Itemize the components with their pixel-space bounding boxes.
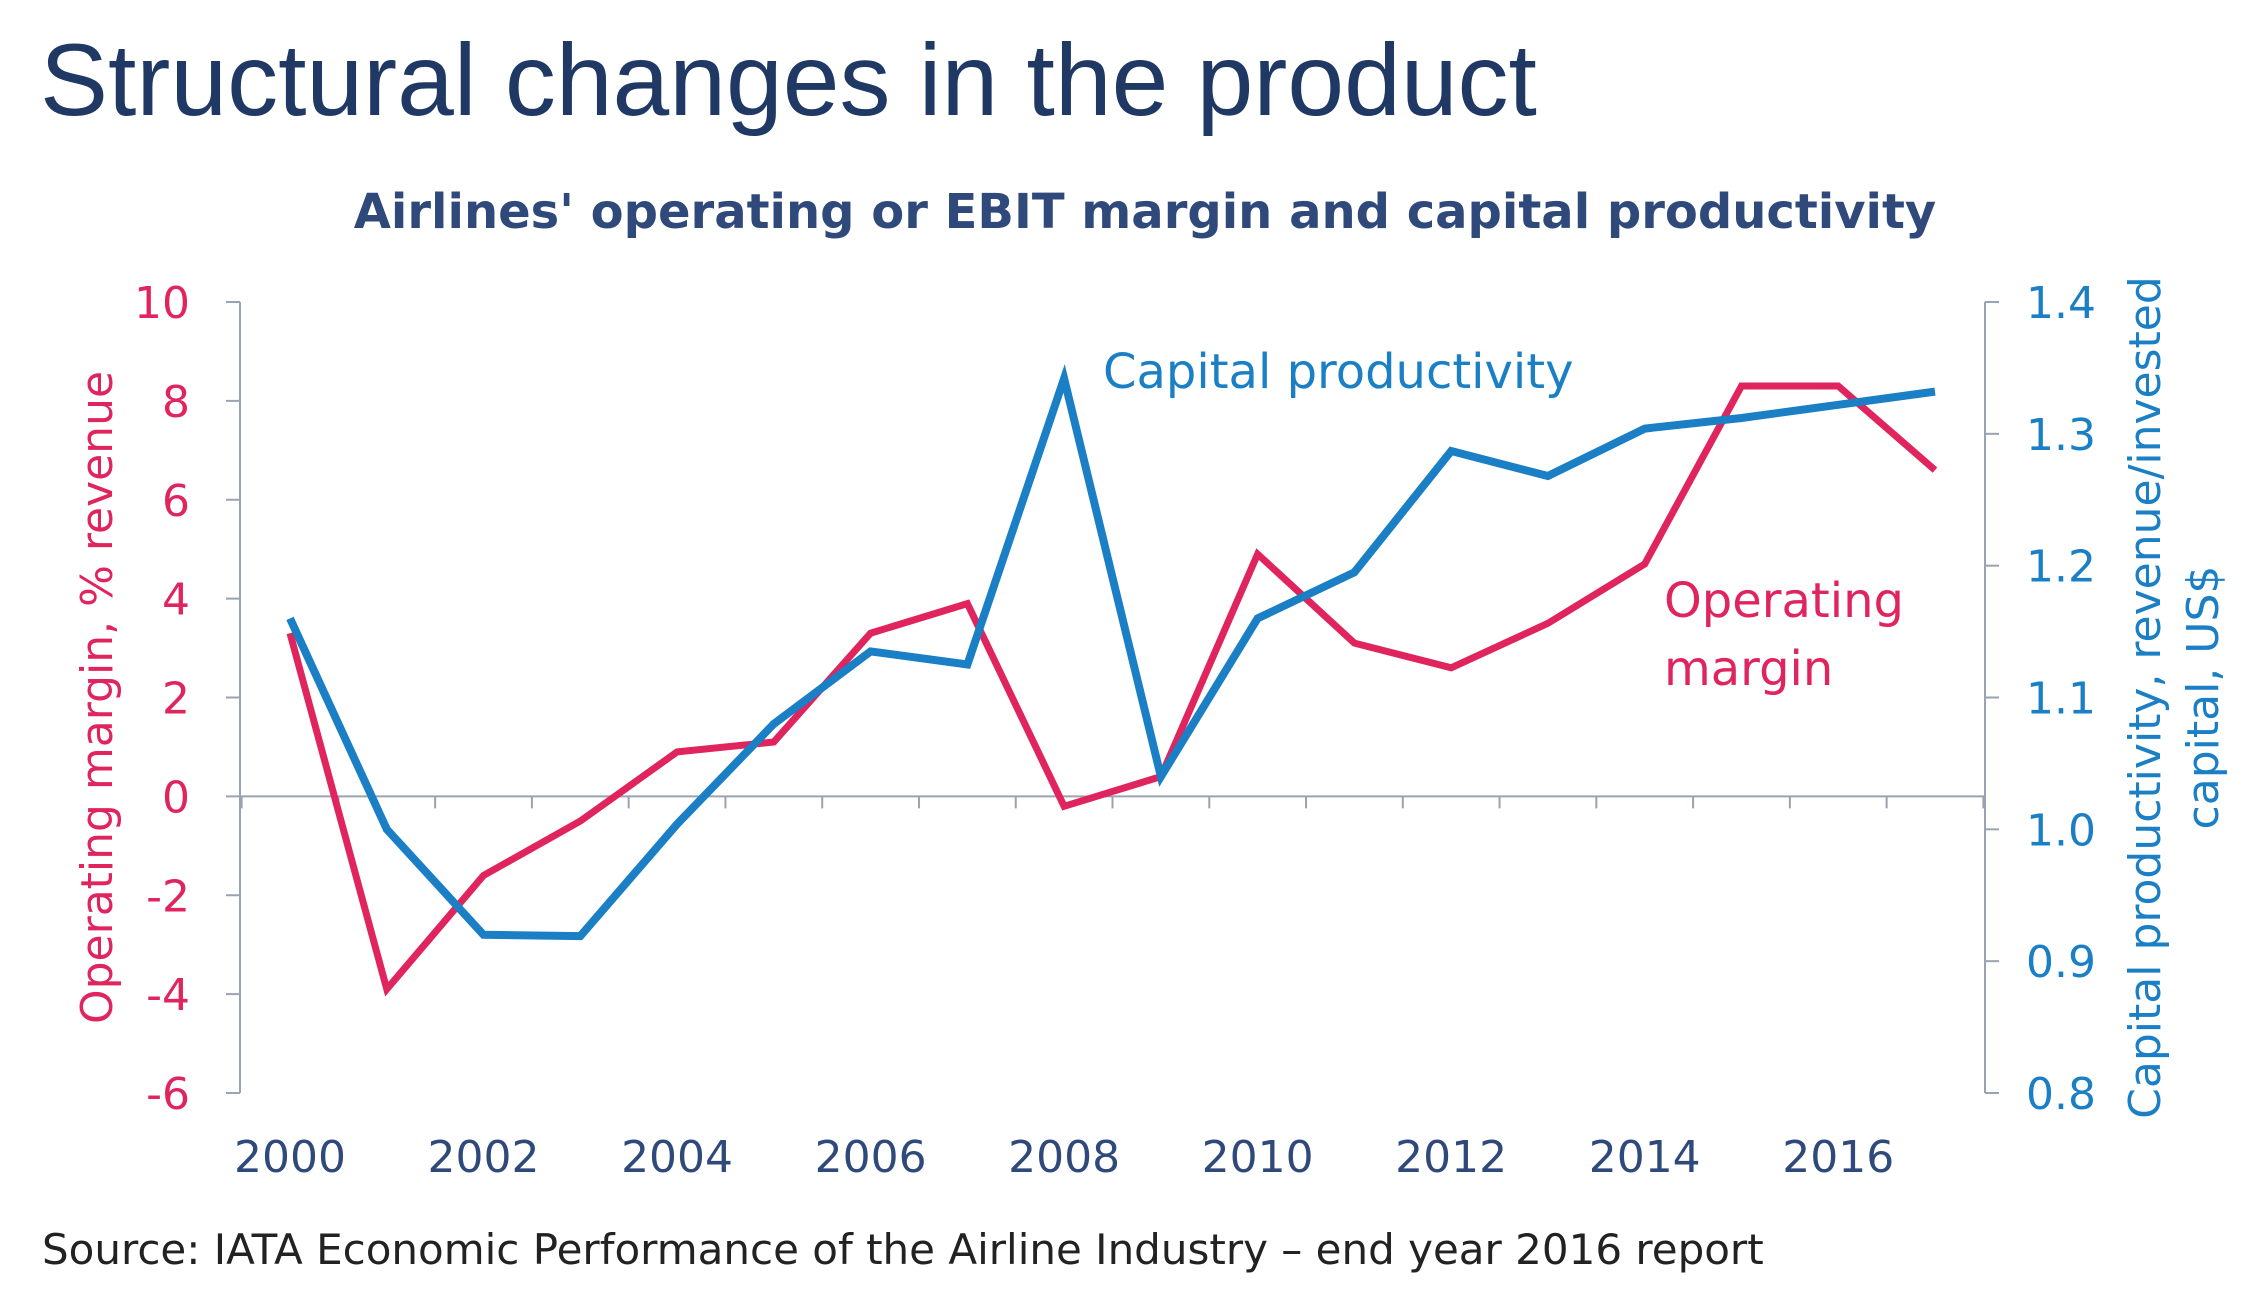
left-axis-title: Operating margin, % revenue: [72, 371, 123, 1024]
series-layer: [286, 364, 1938, 997]
right-tick-label: 1.2: [2026, 542, 2096, 593]
x-tick-label: 2016: [1782, 1132, 1894, 1183]
right-tick-label: 1.4: [2026, 278, 2096, 329]
x-tick-label: 2002: [428, 1132, 540, 1183]
x-tick-label: 2010: [1202, 1132, 1314, 1183]
right-axis-title-line: capital, US$: [2178, 566, 2229, 830]
operating-margin-label: margin: [1664, 641, 1833, 697]
left-tick-label: 4: [162, 575, 190, 626]
left-tick-label: 10: [134, 278, 190, 329]
right-tick-label: 1.1: [2026, 674, 2096, 725]
x-tick-label: 2012: [1395, 1132, 1507, 1183]
right-tick-label: 1.3: [2026, 410, 2096, 461]
left-tick-label: 6: [162, 476, 190, 527]
right-axis-title-line: Capital productivity, revenue/invested: [2120, 276, 2171, 1119]
labels-layer: Capital productivity Operating margin: [1103, 344, 1904, 697]
slide-title: Structural changes in the product: [40, 23, 1537, 137]
right-tick-label: 0.8: [2026, 1069, 2096, 1120]
right-tick-label: 0.9: [2026, 937, 2096, 988]
x-tick-label: 2004: [621, 1132, 733, 1183]
left-tick-label: -6: [146, 1069, 190, 1120]
source-note: Source: IATA Economic Performance of the…: [42, 1225, 1764, 1274]
left-tick-label: 2: [162, 674, 190, 725]
capital-productivity-line: [286, 364, 1936, 941]
capital-productivity-label: Capital productivity: [1103, 344, 1573, 400]
operating-margin-line: [286, 382, 1938, 997]
axes: 10 8 6 4 2 0 -2 -4 -6 1.4 1.3 1.2 1.1 1.0 0.9 0.8 2000 20…: [72, 276, 2229, 1183]
x-tick-label: 2014: [1589, 1132, 1701, 1183]
x-tick-label: 2008: [1008, 1132, 1120, 1183]
left-tick-label: -2: [146, 871, 190, 922]
right-tick-label: 1.0: [2026, 805, 2096, 856]
chart-title: Airlines' operating or EBIT margin and c…: [354, 184, 1936, 240]
x-tick-label: 2006: [815, 1132, 927, 1183]
operating-margin-label: Operating: [1664, 573, 1904, 629]
left-tick-label: 0: [162, 772, 190, 823]
left-tick-label: 8: [162, 377, 190, 428]
x-tick-label: 2000: [234, 1132, 346, 1183]
left-tick-label: -4: [146, 970, 190, 1021]
